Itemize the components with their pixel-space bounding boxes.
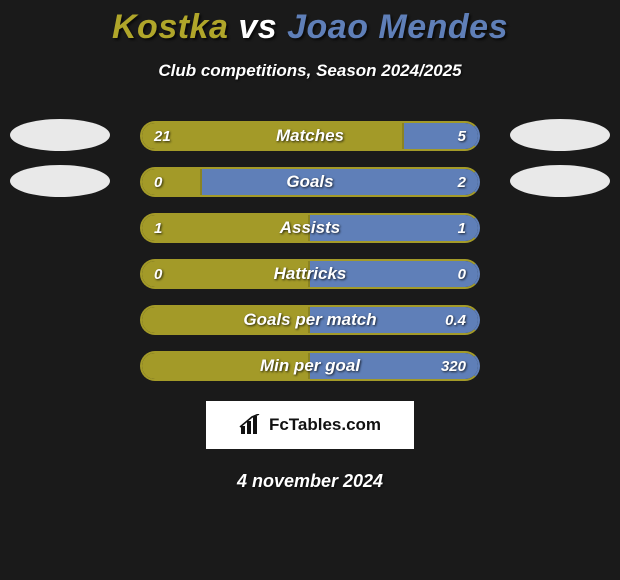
- stat-bar: Matches215: [140, 121, 480, 151]
- logo-text: FcTables.com: [269, 415, 381, 435]
- player2-fill: [404, 123, 478, 149]
- snapshot-date: 4 november 2024: [0, 471, 620, 492]
- player2-avatar: [510, 165, 610, 197]
- player1-avatar: [10, 165, 110, 197]
- player1-fill: [142, 307, 310, 333]
- player1-avatar: [10, 119, 110, 151]
- player2-name: Joao Mendes: [287, 8, 508, 46]
- stat-row: Goals02: [0, 163, 620, 209]
- stat-row: Goals per match0.4: [0, 301, 620, 347]
- stat-bar: Hattricks00: [140, 259, 480, 289]
- fctables-logo[interactable]: FcTables.com: [206, 401, 414, 449]
- stat-row: Min per goal320: [0, 347, 620, 393]
- stats-container: Matches215 Goals02 Assists11 Hattricks00 Goa…: [0, 117, 620, 393]
- stat-bar: Goals per match0.4: [140, 305, 480, 335]
- stat-bar: Min per goal320: [140, 351, 480, 381]
- bars-icon: [239, 414, 263, 436]
- player1-name: Kostka: [112, 8, 228, 46]
- player1-fill: [142, 215, 310, 241]
- player2-fill: [310, 261, 478, 287]
- stat-bar: Goals02: [140, 167, 480, 197]
- player1-fill: [142, 353, 310, 379]
- stat-bar: Assists11: [140, 213, 480, 243]
- vs-label: vs: [238, 8, 277, 46]
- stat-row: Assists11: [0, 209, 620, 255]
- stat-row: Matches215: [0, 117, 620, 163]
- player2-fill: [310, 215, 478, 241]
- player1-fill: [142, 169, 202, 195]
- subtitle: Club competitions, Season 2024/2025: [0, 61, 620, 81]
- player2-fill: [202, 169, 478, 195]
- player1-fill: [142, 123, 404, 149]
- comparison-title: Kostka vs Joao Mendes: [0, 0, 620, 47]
- stat-row: Hattricks00: [0, 255, 620, 301]
- player2-fill: [310, 353, 478, 379]
- player1-fill: [142, 261, 310, 287]
- player2-avatar: [510, 119, 610, 151]
- player2-fill: [310, 307, 478, 333]
